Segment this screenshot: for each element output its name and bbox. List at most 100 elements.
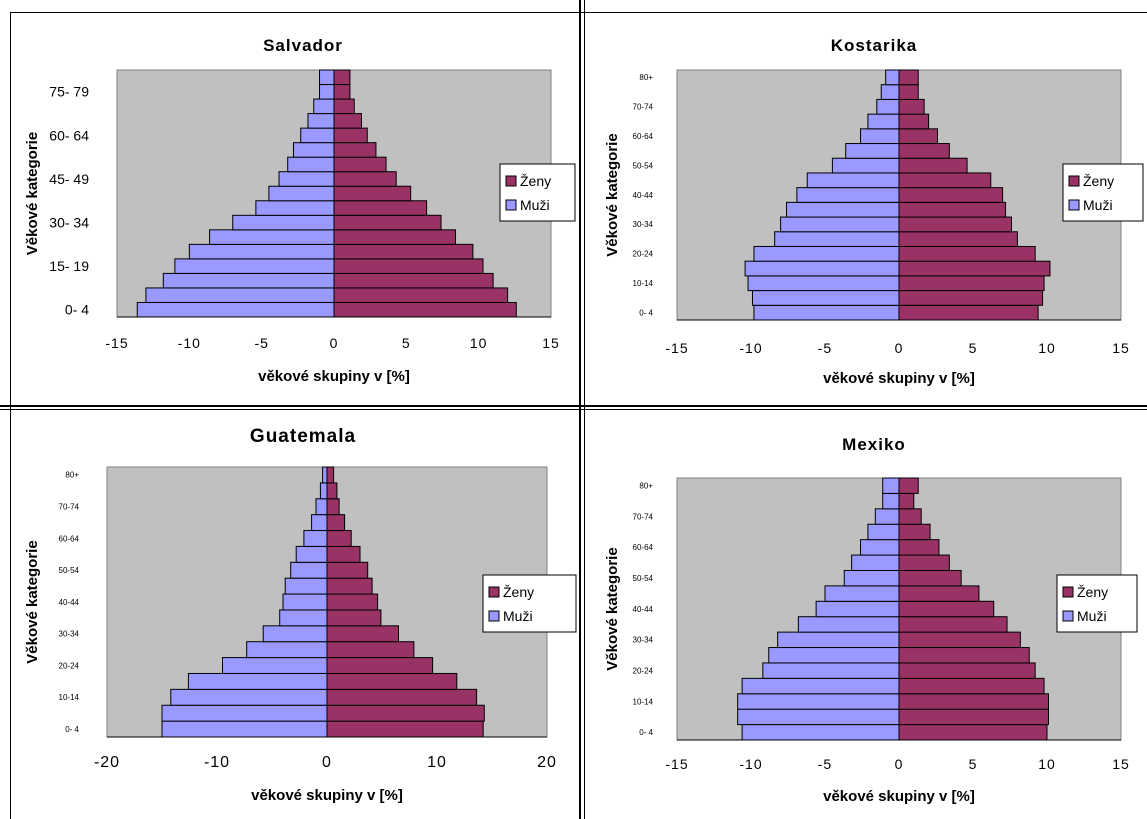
y-tick-label: 80+ — [65, 471, 79, 480]
y-tick-label: 40-44 — [59, 598, 80, 607]
bar-zeny-8 — [898, 600, 995, 618]
bar-muzi-1 — [751, 290, 900, 306]
bar-zeny-9 — [898, 585, 980, 602]
y-tick-label: 20-24 — [633, 666, 654, 675]
bar-zeny-12 — [898, 128, 938, 145]
frame-top-border — [10, 12, 1147, 13]
x-tick-label: -15 — [665, 756, 688, 772]
chart-mexiko: Mexiko 0- 4 10-14 20-24 30-34 40-44 50-54 60-64… — [585, 410, 1147, 819]
bar-zeny-6 — [333, 214, 442, 231]
bar-muzi-14 — [315, 498, 328, 516]
legend-box — [1056, 574, 1138, 633]
x-tick-label: 5 — [402, 335, 411, 351]
bar-muzi-12 — [303, 530, 328, 547]
bar-zeny-11 — [326, 545, 361, 563]
bar-muzi-5 — [246, 641, 328, 659]
legend-label: Muži — [520, 197, 550, 213]
chart-svg: Mexiko 0- 4 10-14 20-24 30-34 40-44 50-54 60-64… — [604, 435, 1138, 805]
bar-muzi-6 — [780, 216, 900, 233]
bar-muzi-8 — [815, 600, 900, 618]
bar-muzi-1 — [737, 708, 900, 726]
bar-muzi-4 — [753, 245, 900, 262]
bar-muzi-2 — [737, 693, 900, 710]
bar-zeny-3 — [326, 672, 458, 690]
bar-zeny-12 — [333, 127, 368, 144]
bar-zeny-13 — [898, 523, 931, 541]
bar-muzi-2 — [747, 275, 900, 292]
legend-swatch — [1068, 199, 1080, 211]
bar-muzi-8 — [796, 187, 900, 203]
x-tick-label: 15 — [542, 335, 560, 351]
bar-muzi-11 — [851, 554, 900, 571]
legend-swatch — [488, 586, 500, 598]
bar-zeny-16 — [326, 466, 335, 484]
bar-muzi-1 — [161, 704, 328, 722]
bar-muzi-15 — [319, 482, 328, 500]
bar-muzi-9 — [824, 585, 900, 602]
bar-zeny-11 — [898, 143, 950, 159]
bar-zeny-5 — [326, 641, 415, 659]
y-tick-label: 60-64 — [633, 132, 654, 141]
y-tick-label: 70-74 — [59, 503, 80, 512]
bar-zeny-8 — [326, 593, 379, 611]
bar-zeny-15 — [898, 84, 919, 100]
bar-zeny-12 — [326, 530, 352, 547]
x-axis-label: věkové skupiny v [%] — [258, 368, 410, 385]
x-tick-label: 10 — [470, 335, 488, 351]
x-tick-label: 15 — [1112, 340, 1130, 356]
x-tick-label: 20 — [537, 754, 557, 771]
bar-muzi-15 — [319, 84, 335, 100]
y-axis-label: Věkové kategorie — [604, 547, 621, 670]
horizontal-divider-inner — [0, 409, 1147, 410]
y-tick-label: 50-54 — [633, 161, 654, 170]
bar-zeny-4 — [898, 245, 1036, 262]
bar-zeny-14 — [898, 508, 922, 525]
legend-swatch — [488, 610, 500, 622]
x-axis-label: věkové skupiny v [%] — [823, 370, 975, 387]
bar-zeny-0 — [326, 720, 484, 738]
bar-zeny-11 — [898, 554, 950, 571]
y-tick-label: 30- 34 — [49, 214, 89, 230]
bar-muzi-2 — [162, 272, 335, 289]
bar-muzi-11 — [295, 545, 328, 563]
chart-salvador: Salvador 0- 4 15- 19 30- 34 45- 49 60- 64 75- … — [11, 13, 579, 405]
legend-box — [1062, 163, 1144, 222]
x-tick-label: 10 — [1038, 340, 1056, 356]
bar-zeny-15 — [326, 482, 338, 500]
y-tick-label: 0- 4 — [65, 302, 89, 318]
bar-muzi-16 — [885, 69, 900, 86]
x-tick-label: 10 — [427, 754, 447, 771]
y-tick-label: 0- 4 — [65, 725, 79, 734]
bar-zeny-7 — [333, 200, 428, 216]
bar-zeny-7 — [898, 201, 1007, 218]
bar-zeny-16 — [333, 69, 351, 86]
frame-left-border — [10, 12, 11, 819]
horizontal-divider — [0, 405, 1147, 407]
bar-zeny-11 — [333, 142, 377, 158]
y-tick-label: 75- 79 — [49, 84, 89, 100]
chart-guatemala: Guatemala 0- 4 10-14 20-24 30-34 40-44 50-54 60… — [11, 410, 579, 819]
x-tick-label: 0 — [330, 335, 339, 351]
bar-zeny-0 — [898, 724, 1048, 741]
bar-muzi-3 — [741, 677, 900, 695]
bar-zeny-1 — [898, 290, 1044, 306]
y-tick-label: 70-74 — [633, 103, 654, 112]
bar-muzi-0 — [161, 720, 328, 738]
bar-muzi-4 — [762, 662, 900, 679]
bar-muzi-16 — [319, 69, 335, 86]
bar-muzi-6 — [777, 631, 900, 649]
bar-zeny-13 — [326, 514, 346, 532]
bar-zeny-3 — [333, 258, 484, 274]
bar-muzi-9 — [278, 171, 335, 187]
bar-muzi-7 — [255, 200, 335, 216]
bar-zeny-10 — [333, 156, 387, 173]
legend-label: Ženy — [1077, 584, 1108, 600]
bar-muzi-10 — [843, 569, 900, 587]
legend-swatch — [1068, 175, 1080, 187]
bar-zeny-13 — [898, 113, 930, 130]
bar-zeny-15 — [333, 84, 351, 100]
bar-zeny-2 — [333, 272, 494, 289]
bar-muzi-9 — [806, 172, 900, 189]
chart-svg: Salvador 0- 4 15- 19 30- 34 45- 49 60- 64 75- … — [24, 36, 576, 385]
